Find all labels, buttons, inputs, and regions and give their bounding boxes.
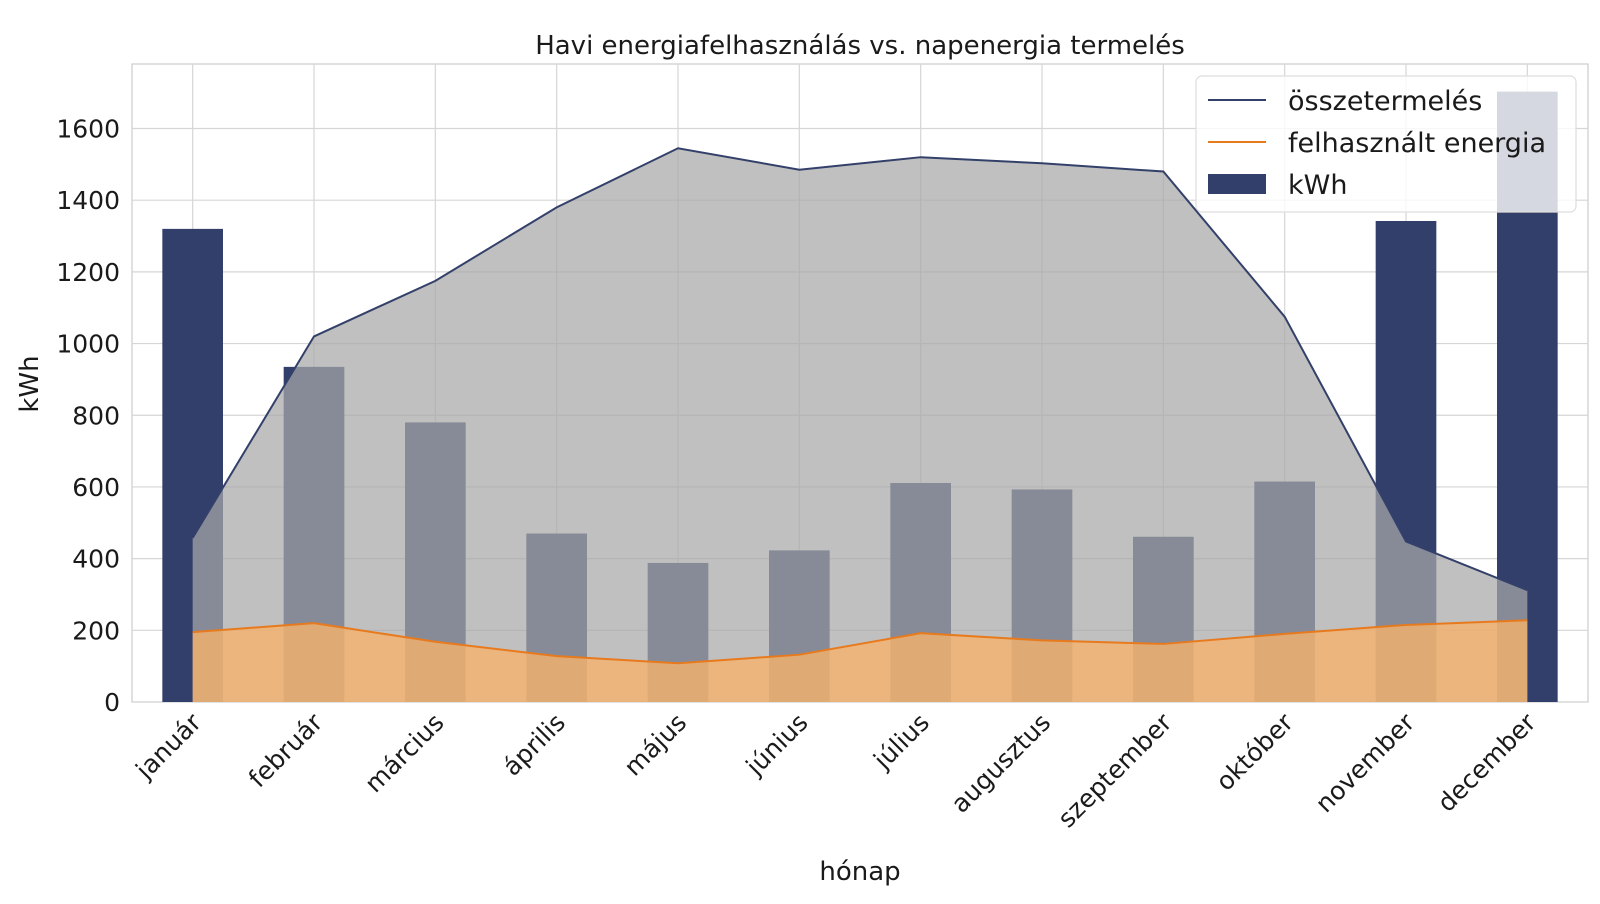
x-tick-label: december: [1432, 707, 1542, 817]
y-tick-label: 600: [72, 473, 120, 502]
y-tick-label: 400: [72, 545, 120, 574]
y-tick-label: 1200: [56, 258, 120, 287]
line-felhasznalt-energia: [192, 619, 1528, 665]
y-tick-label: 800: [72, 401, 120, 430]
x-tick-label: január: [129, 707, 207, 785]
x-tick-label: július: [867, 708, 935, 776]
legend-label: összetermelés: [1288, 86, 1482, 117]
legend-label: kWh: [1288, 170, 1347, 201]
x-axis-label: hónap: [819, 857, 900, 887]
y-tick-label: 1000: [56, 330, 120, 359]
legend-box: [1195, 75, 1577, 213]
lines-layer: [191, 147, 1528, 665]
x-tick-label: május: [618, 708, 692, 782]
x-tick-label: szeptember: [1052, 707, 1178, 833]
line-osszetermeles: [191, 147, 1528, 592]
x-tick-label: október: [1210, 707, 1299, 796]
y-axis-label: kWh: [15, 355, 45, 412]
y-tick-label: 0: [104, 688, 120, 717]
x-tick-label: november: [1310, 707, 1421, 818]
areas-layer: [192, 148, 1528, 702]
area-osszetermeles: [192, 148, 1528, 702]
x-tick-label: február: [243, 707, 329, 793]
legend-label: felhasznált energia: [1288, 128, 1546, 159]
x-tick-label: június: [740, 708, 814, 782]
y-tick-label: 1600: [56, 115, 120, 144]
legend-swatch-kwh: [1208, 174, 1266, 194]
x-tick-label: március: [359, 708, 449, 798]
legend: összetermelés felhasznált energia kWh: [1195, 75, 1577, 213]
x-tick-label: április: [497, 708, 571, 782]
y-tick-label: 200: [72, 616, 120, 645]
x-tick-label: augusztus: [945, 708, 1056, 819]
area-felhasznalt-energia: [192, 620, 1528, 702]
chart-title: Havi energiafelhasználás vs. napenergia …: [535, 31, 1185, 61]
y-tick-label: 1400: [56, 186, 120, 215]
